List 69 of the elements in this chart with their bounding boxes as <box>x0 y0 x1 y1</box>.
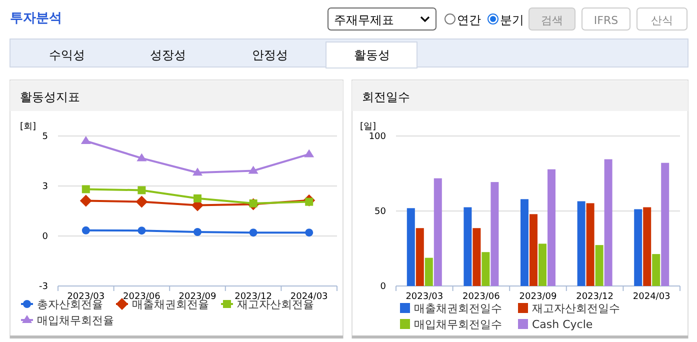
bar <box>577 201 586 286</box>
point <box>248 166 258 174</box>
point <box>192 168 202 176</box>
bar <box>652 254 660 286</box>
x-tick-label: 2023/12 <box>576 292 614 302</box>
bar <box>490 182 499 286</box>
bar <box>416 228 424 286</box>
y-tick-label: -3 <box>39 282 48 292</box>
x-tick-label: 2023/09 <box>519 292 557 302</box>
text: 안정성 <box>252 48 288 62</box>
legend-label: 매출채권회전율 <box>132 298 209 311</box>
y-tick-label: 50 <box>374 207 386 217</box>
point <box>82 226 90 234</box>
x-tick-label: 2023/03 <box>406 292 444 302</box>
text: 투자분석 <box>10 11 62 26</box>
text: 분기 <box>500 13 524 27</box>
y-tick-label: 3 <box>42 182 48 192</box>
y-axis-title: [일] <box>360 122 376 132</box>
y-tick-label: 5 <box>42 132 48 142</box>
bar <box>643 207 652 286</box>
y-axis-title: [회] <box>20 122 36 132</box>
legend-label: 매입채무회전일수 <box>414 318 502 331</box>
chart-title: 회전일수 <box>362 90 410 104</box>
point <box>304 149 314 158</box>
bar <box>595 245 604 286</box>
y-tick-label: 100 <box>368 132 386 142</box>
text: IFRS <box>594 14 618 27</box>
legend-label: 총자산회전율 <box>37 298 103 311</box>
text: 활동성 <box>354 48 390 62</box>
bar <box>434 178 442 286</box>
text: 수익성 <box>49 48 85 62</box>
point <box>138 226 146 235</box>
x-tick-label: 2023/06 <box>462 292 500 302</box>
chart-title: 활동성지표 <box>20 90 80 104</box>
legend-label: Cash Cycle <box>532 318 593 331</box>
bar <box>586 203 594 286</box>
y-tick-label: 0 <box>380 282 386 292</box>
text: 연간 <box>457 13 481 27</box>
text: 검색 <box>541 14 563 27</box>
bar <box>548 169 556 286</box>
x-tick-label: 2024/03 <box>632 292 670 302</box>
point <box>82 185 90 194</box>
bar <box>661 162 670 286</box>
point <box>80 136 91 144</box>
point <box>249 228 258 237</box>
y-tick-label: 0 <box>42 232 48 242</box>
point <box>80 194 92 207</box>
point <box>136 153 147 162</box>
bar <box>604 159 612 286</box>
bar <box>520 199 528 286</box>
bar <box>530 214 538 286</box>
point <box>194 194 202 202</box>
bar <box>482 252 490 286</box>
legend-label: 매출채권회전일수 <box>414 302 502 315</box>
bar <box>538 244 546 286</box>
bar <box>472 228 481 286</box>
text: 성장성 <box>150 48 186 62</box>
legend-label: 매입채무회전율 <box>37 314 114 327</box>
bar <box>634 209 642 286</box>
bar <box>424 258 433 286</box>
point <box>136 196 148 208</box>
bar <box>406 208 415 286</box>
bar <box>464 207 472 286</box>
point <box>138 186 146 194</box>
point <box>194 228 202 236</box>
point <box>305 228 314 237</box>
text: 산식 <box>651 14 673 27</box>
legend-label: 재고자산회전일수 <box>532 302 620 315</box>
text: 주재무제표 <box>334 13 394 27</box>
